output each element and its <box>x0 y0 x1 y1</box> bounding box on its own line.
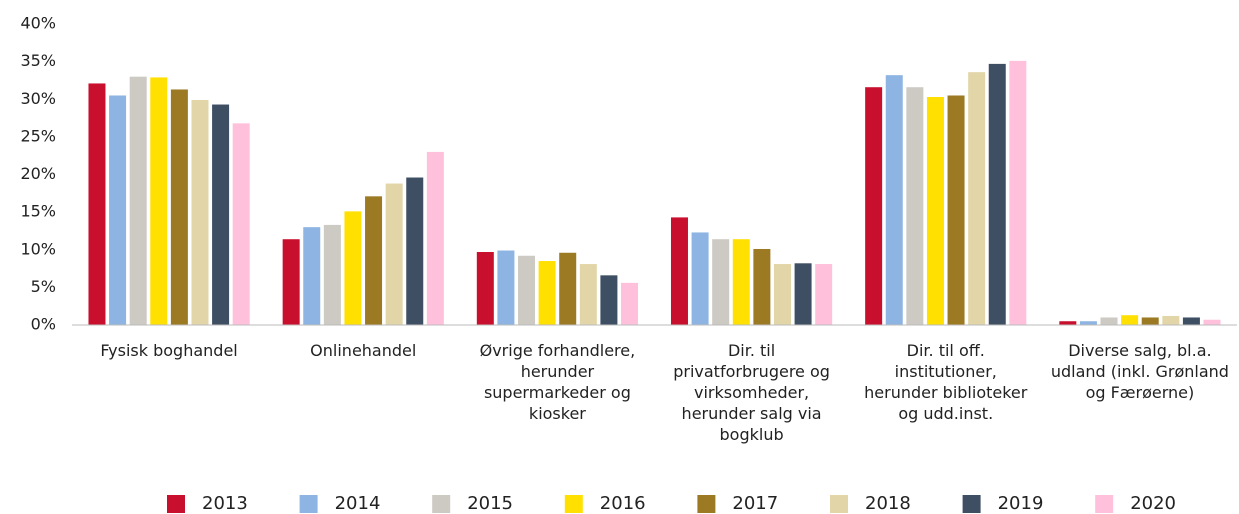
legend-swatch <box>299 495 318 513</box>
bar <box>365 196 383 325</box>
legend-label: 2013 <box>202 493 248 514</box>
bar <box>1203 319 1221 325</box>
bar <box>732 239 750 325</box>
bar <box>1009 60 1027 326</box>
bar <box>988 63 1006 325</box>
bar <box>712 239 730 325</box>
legend-swatch <box>830 495 848 513</box>
legend-label: 2014 <box>335 493 381 514</box>
bar <box>406 177 424 325</box>
bar <box>1100 317 1118 325</box>
bar <box>109 95 127 325</box>
y-tick-label: 35% <box>20 51 56 70</box>
bar <box>518 255 536 325</box>
bar <box>129 76 147 325</box>
y-tick-label: 15% <box>20 202 56 221</box>
bar <box>773 264 791 325</box>
bar <box>1162 315 1180 325</box>
bar <box>753 248 771 325</box>
legend-swatch <box>1095 495 1114 513</box>
bar <box>303 227 321 325</box>
bar <box>323 224 341 325</box>
x-tick-label: Diverse salg, bl.a. udland (inkl. Grønla… <box>1050 341 1229 402</box>
y-tick-label: 0% <box>31 315 56 334</box>
bar <box>191 100 209 325</box>
bar <box>947 95 965 325</box>
legend-swatch <box>697 495 716 513</box>
bar <box>1141 317 1159 325</box>
bar <box>385 183 403 325</box>
legend-swatch <box>564 495 583 513</box>
bar <box>426 151 444 325</box>
bar <box>906 87 924 326</box>
x-tick-label: Øvrige forhandlere, herunder supermarked… <box>479 341 636 423</box>
y-tick-label: 20% <box>20 164 56 183</box>
bar <box>1059 321 1077 325</box>
bar <box>1182 317 1200 325</box>
bar <box>815 264 833 325</box>
legend-label: 2020 <box>1130 493 1176 514</box>
legend-swatch <box>432 495 451 513</box>
y-tick-label: 40% <box>20 14 56 33</box>
bar <box>670 217 688 325</box>
bar <box>691 232 709 325</box>
legend-label: 2016 <box>600 493 646 514</box>
legend-swatch <box>167 495 185 513</box>
bar <box>621 282 639 325</box>
bar <box>497 250 515 325</box>
legend-label: 2017 <box>732 493 778 514</box>
bar <box>579 264 597 325</box>
bar <box>170 89 188 325</box>
bar <box>232 123 250 325</box>
bar <box>968 72 986 325</box>
x-tick-label: Fysisk boghandel <box>100 341 238 360</box>
bar <box>150 77 168 326</box>
bar <box>600 275 618 325</box>
bar <box>282 239 300 325</box>
y-tick-label: 25% <box>20 126 56 145</box>
bar <box>885 75 903 325</box>
bar <box>794 263 812 325</box>
bar <box>926 96 944 326</box>
legend-label: 2015 <box>467 493 513 514</box>
y-tick-label: 10% <box>20 239 56 258</box>
bar <box>212 104 230 325</box>
bar <box>88 83 106 325</box>
legend-swatch <box>962 495 981 513</box>
legend-label: 2019 <box>998 493 1044 514</box>
bar <box>1121 315 1139 325</box>
y-tick-label: 30% <box>20 89 56 108</box>
bar <box>865 87 883 326</box>
bar <box>538 261 556 325</box>
x-tick-label: Onlinehandel <box>310 341 417 360</box>
bar <box>344 211 362 325</box>
bar <box>1079 321 1097 325</box>
y-tick-label: 5% <box>31 277 56 296</box>
bar <box>476 252 494 325</box>
bar <box>559 252 577 325</box>
legend-label: 2018 <box>865 493 911 514</box>
x-tick-label: Dir. til privatforbrugere og virksomhede… <box>673 341 830 444</box>
x-tick-label: Dir. til off. institutioner, herunder bi… <box>864 341 1028 423</box>
